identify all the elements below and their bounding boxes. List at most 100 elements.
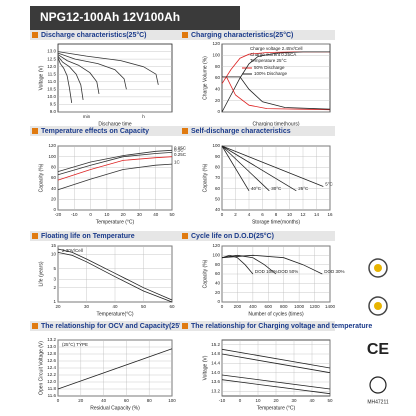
y-tick-label: 40 xyxy=(215,87,221,92)
x-tick-label: 6 xyxy=(261,212,264,217)
y-tick-label: 15.2 xyxy=(211,342,220,347)
y-tick-label: 120 xyxy=(212,41,220,46)
x-tick-label: 12 xyxy=(300,212,306,217)
x-tick-label: 0 xyxy=(239,398,242,403)
y-tick-label: 60 xyxy=(51,175,57,180)
cert-id: MH47211 xyxy=(367,399,389,405)
panel-title: Self-discharge characteristics xyxy=(191,128,291,135)
y-tick-label: 60 xyxy=(215,75,221,80)
y-tick-label: 20 xyxy=(215,290,221,295)
x-tick-label: 2 xyxy=(234,212,237,217)
y-axis-label: Voltage (V) xyxy=(202,355,208,380)
series-label: 0.1C xyxy=(174,148,184,153)
x-axis-label: Temperature(°C) xyxy=(96,311,133,317)
y-tick-label: 1 xyxy=(53,299,56,304)
y-tick-label: 50 xyxy=(215,197,221,202)
y-tick-label: 12.0 xyxy=(47,379,56,384)
y-tick-label: 80 xyxy=(215,64,221,69)
title-icon xyxy=(32,233,38,239)
y-axis-label: Charge Volume (%) xyxy=(202,56,208,100)
x-tick-label: 20 xyxy=(121,212,127,217)
y-tick-label: 80 xyxy=(51,165,57,170)
series-label: 0.25C xyxy=(174,152,187,157)
x-axis-label: Discharge time xyxy=(98,121,132,127)
curve xyxy=(57,51,159,85)
x-tick-label: 20 xyxy=(273,398,279,403)
y-tick-label: 0 xyxy=(53,207,56,212)
x-tick-label: 0 xyxy=(57,398,60,403)
cert-ce: CE xyxy=(367,341,390,358)
header-bar xyxy=(30,6,240,30)
x-tick-label: 30 xyxy=(84,304,90,309)
annotation: 2.30V/Cell xyxy=(62,248,83,253)
x-tick-label: 80 xyxy=(147,398,153,403)
curve xyxy=(221,51,330,113)
x-tick-label: 40 xyxy=(101,398,107,403)
curve xyxy=(221,145,270,192)
annotation: Temperature 25°C xyxy=(250,58,287,63)
annotation: Charge voltage 2.45V/Cell xyxy=(250,46,303,51)
y-tick-label: 11.8 xyxy=(48,386,57,391)
x-tick-label: 20 xyxy=(78,398,84,403)
title-bar xyxy=(30,321,185,331)
y-tick-label: 2 xyxy=(53,285,56,290)
y-tick-label: 9.5 xyxy=(50,102,57,107)
y-tick-label: 100 xyxy=(212,253,220,258)
panel-title: The relationship for OCV and Capacity(25… xyxy=(41,322,189,330)
y-tick-label: 14.8 xyxy=(211,351,220,356)
title-icon xyxy=(182,323,188,329)
title-bar xyxy=(180,30,335,40)
y-tick-label: 100 xyxy=(212,53,220,58)
y-tick-label: 10 xyxy=(51,252,57,257)
curve xyxy=(221,254,277,275)
curve xyxy=(221,379,331,395)
x-tick-label: 40 xyxy=(153,212,159,217)
y-tick-label: 12.0 xyxy=(47,64,56,69)
x-tick-label: 4 xyxy=(248,212,251,217)
y-tick-label: 40 xyxy=(215,207,221,212)
x-tick-label: 40 xyxy=(112,304,118,309)
curve xyxy=(221,145,297,192)
curve xyxy=(57,156,173,181)
title-icon xyxy=(182,233,188,239)
y-axis-label: Voltage (V) xyxy=(38,65,44,90)
y-tick-label: 14.0 xyxy=(211,370,220,375)
series-label: 40°C xyxy=(251,186,262,191)
x-tick-label: 30 xyxy=(291,398,297,403)
curve xyxy=(57,55,84,100)
x-axis-label: Residual Capacity (%) xyxy=(90,405,140,411)
series-label: 1C xyxy=(174,159,181,164)
x-axis-label: Temperature (°C) xyxy=(257,405,296,411)
y-tick-label: 11.5 xyxy=(48,71,57,76)
x-tick-label: 50 xyxy=(169,212,175,217)
y-tick-label: 12.4 xyxy=(47,365,56,370)
x-tick-label: -20 xyxy=(55,212,62,217)
y-axis-label: Capacity (%) xyxy=(38,163,44,192)
y-tick-label: 9.0 xyxy=(50,109,57,114)
y-tick-label: 5 xyxy=(53,266,56,271)
legend-label: 100% Discharge xyxy=(254,71,288,76)
x-unit-label: h xyxy=(142,114,145,119)
y-tick-label: 13.0 xyxy=(47,49,56,54)
panel-title: Discharge characteristics(25°C) xyxy=(41,31,147,39)
x-tick-label: 100 xyxy=(168,398,176,403)
header-title: NPG12-100Ah 12V100Ah xyxy=(40,10,180,24)
y-tick-label: 100 xyxy=(212,143,220,148)
y-tick-label: 20 xyxy=(215,98,221,103)
x-tick-label: 14 xyxy=(314,212,320,217)
x-unit-label: min xyxy=(83,114,91,119)
curve xyxy=(57,54,100,94)
x-tick-label: -10 xyxy=(71,212,78,217)
x-tick-label: 1200 xyxy=(310,304,321,309)
series-label: 0.05C xyxy=(174,145,187,150)
x-tick-label: 60 xyxy=(169,304,175,309)
title-bar xyxy=(30,126,185,136)
curve xyxy=(221,145,324,187)
y-tick-label: 60 xyxy=(215,186,221,191)
x-tick-label: 600 xyxy=(265,304,273,309)
x-tick-label: 1000 xyxy=(294,304,305,309)
series-label: 5°C xyxy=(325,182,333,187)
y-tick-label: 13.2 xyxy=(211,389,220,394)
curve xyxy=(57,52,127,90)
